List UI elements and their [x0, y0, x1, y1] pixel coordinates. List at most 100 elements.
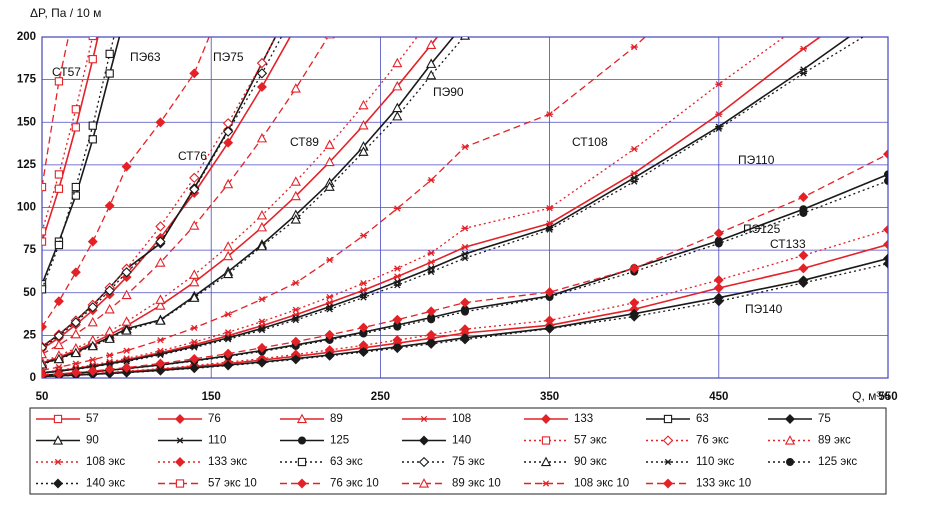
marker	[542, 480, 550, 487]
marker	[290, 176, 301, 186]
marker	[190, 324, 198, 332]
marker	[224, 336, 232, 343]
legend-label: 140	[452, 435, 471, 447]
marker	[884, 170, 888, 179]
marker	[798, 250, 809, 261]
marker	[104, 285, 115, 296]
y-tick-label: 200	[17, 31, 36, 43]
annotation: ПЭ90	[433, 85, 464, 99]
marker	[175, 457, 185, 467]
marker	[426, 338, 437, 349]
marker	[70, 317, 82, 328]
marker	[53, 353, 65, 364]
x-tick-label: 350	[540, 391, 559, 403]
marker	[155, 117, 166, 128]
marker	[121, 161, 132, 172]
marker	[292, 279, 300, 287]
marker	[784, 435, 796, 445]
marker	[662, 435, 674, 446]
y-tick-label: 25	[23, 329, 36, 341]
marker	[630, 170, 638, 177]
marker	[106, 361, 114, 368]
annotation: ПЭ63	[130, 50, 161, 64]
marker	[123, 6, 130, 13]
marker	[155, 236, 166, 247]
y-tick-label: 125	[17, 159, 37, 171]
legend-label: 57 экс 10	[208, 478, 257, 490]
marker	[42, 348, 48, 359]
marker	[42, 369, 47, 378]
marker	[189, 220, 200, 230]
marker	[358, 322, 369, 333]
y-tick-label: 75	[23, 244, 36, 256]
y-tick-label: 175	[17, 74, 37, 86]
marker	[189, 353, 200, 364]
marker	[290, 336, 301, 347]
marker	[291, 5, 300, 14]
marker	[629, 297, 640, 308]
marker	[54, 240, 64, 250]
legend-label: 110 экс	[696, 456, 735, 468]
marker	[222, 178, 234, 189]
marker	[156, 336, 165, 344]
marker	[358, 119, 369, 130]
marker	[42, 321, 47, 332]
marker	[155, 294, 166, 304]
marker	[461, 19, 469, 27]
marker	[418, 478, 430, 488]
marker	[324, 156, 335, 167]
marker	[256, 342, 267, 353]
marker	[53, 414, 63, 424]
marker	[358, 99, 369, 110]
marker	[546, 205, 554, 212]
marker	[88, 121, 97, 130]
marker	[53, 296, 64, 307]
marker	[189, 276, 200, 287]
marker	[223, 348, 234, 359]
marker	[222, 250, 234, 261]
legend-label: 133 экс 10	[696, 478, 751, 490]
marker	[87, 366, 98, 376]
marker	[224, 329, 232, 336]
marker	[121, 367, 132, 378]
marker	[461, 243, 469, 251]
y-tick-label: 150	[17, 116, 36, 128]
series-line	[42, 37, 465, 366]
series-line	[42, 37, 455, 365]
marker	[189, 184, 200, 195]
marker	[883, 258, 888, 269]
marker	[427, 315, 436, 324]
marker	[256, 357, 267, 368]
marker	[799, 45, 807, 52]
marker	[460, 334, 470, 345]
x-tick-label: 450	[709, 391, 728, 403]
marker	[629, 263, 640, 274]
legend-label: 76 экс 10	[330, 478, 379, 490]
marker	[189, 68, 200, 79]
legend-label: 63	[696, 413, 709, 425]
marker	[418, 456, 430, 468]
marker	[426, 69, 437, 80]
marker	[71, 105, 80, 114]
marker	[222, 268, 234, 279]
legend-label: 90 экс	[574, 456, 607, 468]
marker	[715, 111, 723, 118]
marker	[155, 221, 166, 232]
marker	[256, 132, 268, 143]
marker	[123, 347, 131, 354]
marker	[104, 303, 115, 314]
annotation: ПЭ75	[213, 50, 244, 64]
legend-box	[29, 407, 887, 495]
legend-label: 89 экс	[818, 435, 851, 447]
marker	[427, 14, 435, 22]
legend-label: 57 экс	[574, 435, 607, 447]
marker	[785, 414, 795, 424]
marker	[290, 354, 301, 365]
marker	[324, 329, 335, 340]
marker	[256, 240, 268, 251]
legend-label: 89 экс 10	[452, 478, 501, 490]
marker	[715, 81, 723, 88]
marker	[42, 227, 47, 236]
marker	[42, 285, 47, 294]
